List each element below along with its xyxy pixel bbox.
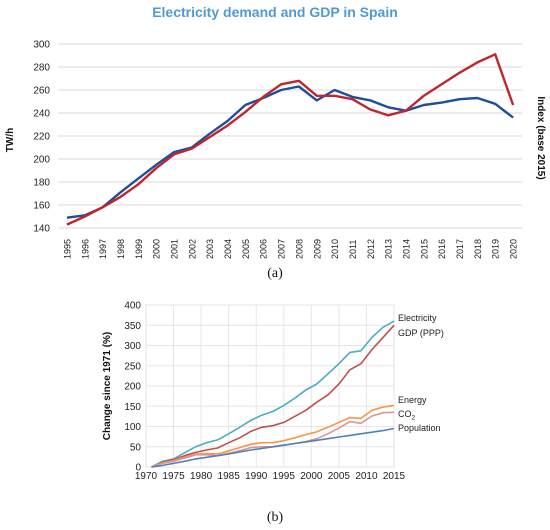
chart-a-y-tick-label: 180: [33, 178, 50, 189]
chart-a-ylabel: TW/h: [5, 128, 16, 152]
chart-a-series: [66, 53, 515, 226]
chart-a-x-tick-label: 1999: [134, 239, 144, 259]
chart-b-series-line-1: [151, 324, 395, 468]
chart-a-x-tick-label: 2015: [419, 239, 429, 259]
chart-a-y-tick-label: 240: [33, 109, 50, 120]
chart-a-x-tick-label: 1996: [80, 239, 90, 259]
chart-a-y-tick-label: 260: [33, 86, 50, 97]
legend-energy: Energy: [398, 395, 427, 405]
chart-a-x-tick-label: 2012: [366, 239, 376, 259]
chart-a-x-tick-label: 1998: [116, 239, 126, 259]
chart-b-y-tick-label: 50: [130, 442, 142, 453]
chart-b-y-tick-label: 100: [124, 422, 141, 433]
chart-a-series-line-1: [66, 53, 515, 226]
chart-b-y-tick-label: 0: [135, 463, 141, 474]
chart-b-x-tick-label: 1995: [273, 471, 296, 482]
chart-a-x-tick-label: 2016: [437, 239, 447, 259]
chart-b-grid: [145, 304, 395, 468]
chart-a-x-tick-label: 2011: [348, 240, 358, 259]
chart-b-x-tick-label: 2010: [355, 471, 378, 482]
chart-a-y-tick-label: 280: [33, 63, 50, 74]
chart-a-x-tick-label: 2004: [223, 239, 233, 259]
legend-population: Population: [398, 423, 441, 433]
chart-b-series-line-3: [151, 411, 395, 468]
chart-b-x-tick-label: 1980: [190, 471, 213, 482]
chart-a-x-tick-label: 2013: [384, 239, 394, 259]
legend-electricity: Electricity: [398, 313, 437, 323]
legend-gdp: GDP (PPP): [398, 328, 444, 338]
chart-a-x-tick-label: 2009: [312, 239, 322, 259]
chart-a-x-tick-label: 2008: [294, 239, 304, 259]
chart-b-y-tick-label: 150: [124, 402, 141, 413]
chart-a-x-tick-label: 2017: [455, 239, 465, 259]
chart-a-y-tick-label: 220: [33, 132, 50, 143]
chart-b-legend: Electricity GDP (PPP) Energy CO2 Populat…: [398, 313, 444, 433]
chart-a-x-ticks: 1995 1996 1997 1998 1999 2000 2001 2002 2003 2004…: [62, 239, 518, 259]
chart-a-x-tick-label: 2000: [152, 239, 162, 259]
chart-a-x-tick-label: 2014: [402, 239, 412, 259]
chart-a-y-tick-label: 300: [33, 40, 50, 51]
chart-b-x-tick-label: 1985: [218, 471, 241, 482]
legend-co2: CO2: [398, 409, 416, 422]
chart-a-x-tick-label: 2010: [330, 239, 340, 259]
chart-b: Change since 1971 (%) 0 50 100 150 200 250 300…: [102, 301, 444, 483]
chart-b-y-tick-label: 200: [124, 382, 141, 393]
legend-co2-subscript: 2: [412, 415, 416, 422]
chart-b-ylabel: Change since 1971 (%): [102, 332, 113, 440]
chart-a-x-tick-label: 2020: [509, 239, 519, 259]
chart-a-x-tick-label: 2007: [277, 239, 287, 259]
chart-a-x-tick-label: 2003: [205, 239, 215, 259]
chart-b-y-tick-label: 250: [124, 361, 141, 372]
chart-a-series-line-0: [66, 85, 514, 219]
chart-b-y-tick-label: 350: [124, 321, 141, 332]
chart-a-y-tick-label: 200: [33, 155, 50, 166]
chart-a-y-ticks: 140 160 180 200 220 240 260 280 300: [33, 40, 50, 235]
chart-b-x-tick-label: 2000: [300, 471, 323, 482]
chart-b-series-line-4: [151, 427, 395, 468]
chart-a-x-tick-label: 2001: [170, 239, 180, 259]
chart-b-y-ticks: 0 50 100 150 200 250 300 350 400: [124, 301, 141, 474]
chart-b-x-tick-label: 1990: [245, 471, 268, 482]
chart-b-x-tick-label: 2015: [383, 471, 406, 482]
chart-a: Electricity demand and GDP in Spain TW/h…: [5, 4, 546, 259]
legend-co2-label: CO: [398, 409, 412, 419]
chart-b-x-tick-label: 2005: [328, 471, 351, 482]
chart-b-caption: (b): [266, 510, 284, 525]
chart-a-y-tick-label: 160: [33, 201, 50, 212]
chart-a-caption: (a): [267, 266, 283, 281]
chart-a-x-tick-label: 2018: [473, 239, 483, 259]
chart-b-y-tick-label: 400: [124, 301, 141, 312]
chart-b-series: [151, 320, 395, 468]
chart-a-y2label: Index (base 2015): [535, 96, 546, 179]
chart-a-y-tick-label: 140: [33, 224, 50, 235]
chart-a-x-tick-label: 1997: [98, 239, 108, 259]
chart-a-x-tick-label: 2006: [259, 239, 269, 259]
chart-a-x-tick-label: 1995: [62, 239, 72, 259]
chart-b-x-ticks: 1970 1975 1980 1985 1990 1995 2000 2005 2010 2015: [135, 471, 406, 482]
chart-a-grid: [58, 43, 522, 229]
chart-b-x-tick-label: 1970: [135, 471, 158, 482]
chart-a-x-tick-label: 2019: [491, 239, 501, 259]
chart-a-x-tick-label: 2002: [187, 239, 197, 259]
chart-b-series-line-0: [151, 320, 395, 468]
chart-b-y-tick-label: 300: [124, 341, 141, 352]
chart-b-x-tick-label: 1975: [162, 471, 185, 482]
chart-a-x-tick-label: 2005: [241, 239, 251, 259]
chart-a-title: Electricity demand and GDP in Spain: [152, 4, 398, 20]
